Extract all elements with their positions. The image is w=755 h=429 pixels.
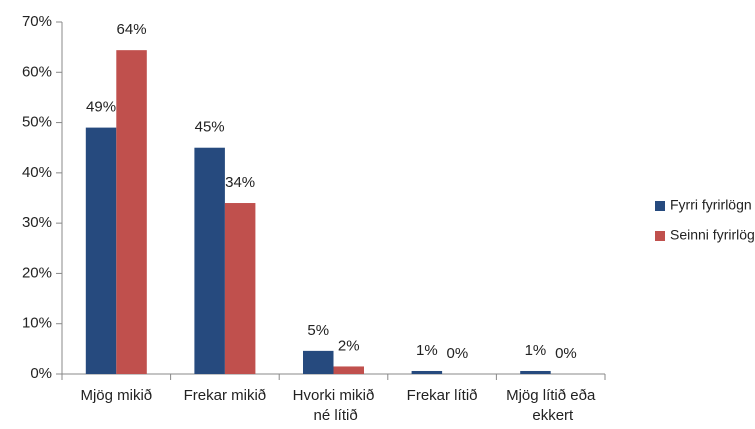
- y-tick-label: 70%: [22, 13, 52, 30]
- data-label: 0%: [447, 345, 469, 362]
- data-label: 1%: [416, 342, 438, 359]
- legend-swatch: [655, 201, 665, 211]
- data-label: 49%: [86, 99, 116, 116]
- bar: [303, 350, 334, 374]
- data-label: 1%: [525, 342, 547, 359]
- data-label: 45%: [195, 119, 225, 136]
- data-label: 34%: [225, 174, 255, 191]
- data-label: 64%: [117, 21, 147, 38]
- x-tick-label: Mjög mikið: [80, 387, 152, 404]
- bar: [224, 203, 256, 374]
- x-tick-label: Hvorki mikið né lítið: [293, 387, 375, 424]
- y-tick-label: 40%: [22, 164, 52, 181]
- data-label: 2%: [338, 337, 360, 354]
- legend-label: Fyrri fyrirlögn: [670, 197, 752, 213]
- bar: [411, 370, 443, 374]
- bar: [85, 127, 117, 374]
- bar: [116, 50, 147, 374]
- y-tick-label: 60%: [22, 63, 52, 80]
- y-tick-label: 0%: [30, 365, 52, 382]
- data-label: 0%: [555, 345, 577, 362]
- legend-swatch: [655, 231, 665, 241]
- bar: [520, 370, 551, 374]
- y-tick-label: 20%: [22, 264, 52, 281]
- y-tick-label: 10%: [22, 315, 52, 332]
- x-tick-label: Mjög lítið eða ekkert: [506, 387, 596, 424]
- y-tick-label: 30%: [22, 214, 52, 231]
- x-tick-label: Frekar lítið: [407, 387, 478, 404]
- y-tick-label: 50%: [22, 114, 52, 131]
- x-tick-label: Frekar mikið: [184, 387, 267, 404]
- legend-label: Seinni fyrirlögn: [670, 227, 755, 243]
- data-label: 5%: [307, 322, 329, 339]
- bar: [194, 147, 225, 374]
- bar: [333, 366, 364, 374]
